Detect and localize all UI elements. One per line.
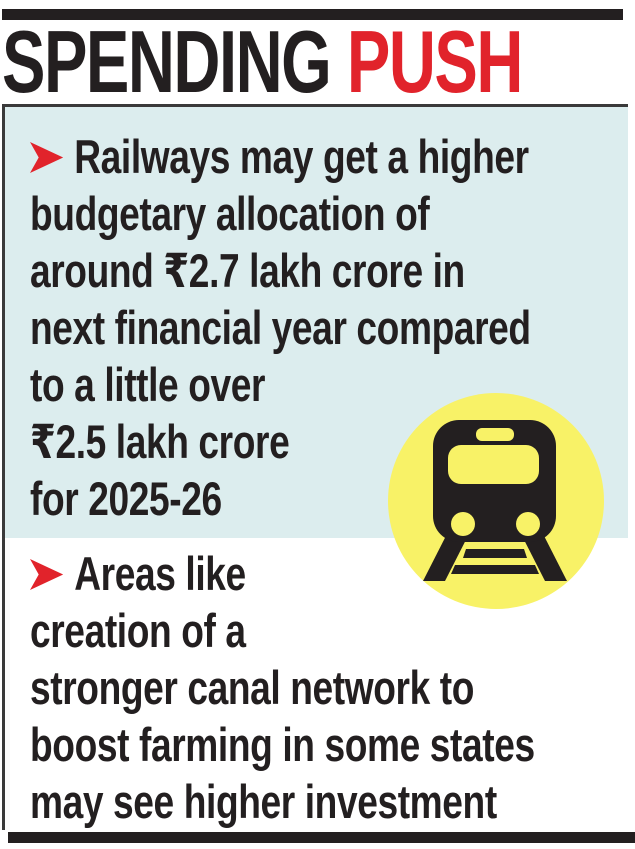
bullet-canal-investment: Areas like creation of a stronger canal … — [30, 545, 615, 830]
headline: SPENDING PUSH — [2, 18, 523, 106]
train-badge — [388, 393, 604, 609]
bullet-railways-text: Railways may get a higher budgetary allo… — [30, 130, 531, 525]
train-front-icon — [423, 420, 567, 581]
content-panel — [2, 104, 628, 830]
headline-word-red: PUSH — [346, 12, 523, 111]
bullet-arrow-icon — [30, 559, 64, 590]
top-rule — [2, 9, 623, 20]
bullet-arrow-icon — [30, 142, 64, 173]
headline-word-black: SPENDING — [2, 12, 332, 111]
bullet-railways-allocation: Railways may get a higher budgetary allo… — [30, 128, 615, 527]
bottom-rule — [8, 832, 635, 843]
bullet-canal-text: Areas like creation of a stronger canal … — [30, 547, 535, 828]
